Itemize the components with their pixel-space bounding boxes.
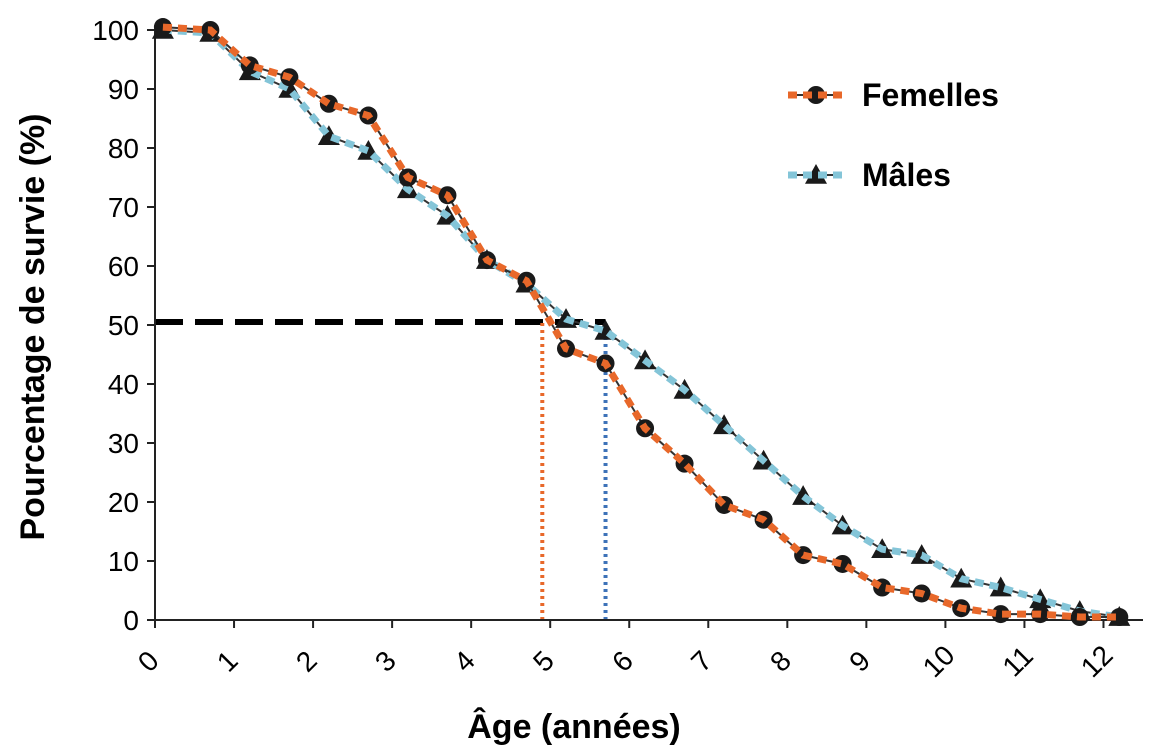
- y-ticks: 0 10 20 30 40 50 60 70 80 90 100: [92, 15, 155, 636]
- x-axis-title: Âge (années): [467, 708, 681, 746]
- x-tick-label: 4: [448, 645, 481, 678]
- legend-item: Mâles: [788, 157, 951, 193]
- x-tick-label: 9: [843, 645, 876, 678]
- x-tick-label: 7: [685, 645, 718, 678]
- x-tick-label: 2: [290, 645, 323, 678]
- series-line-dark: [162, 26, 1120, 618]
- x-tick-label: 5: [527, 645, 560, 678]
- series-line-dark: [162, 29, 1120, 618]
- y-axis-title: Pourcentage de survie (%): [14, 113, 52, 540]
- legend-marker: [807, 86, 825, 104]
- y-tick-label: 100: [92, 15, 139, 46]
- y-tick-label: 0: [123, 605, 139, 636]
- x-tick-label: 8: [764, 645, 797, 678]
- series-femelles: [153, 18, 1129, 627]
- series-line-colored: [162, 23, 1120, 621]
- y-tick-label: 60: [108, 251, 139, 282]
- data-point: [991, 605, 1010, 624]
- series-line-colored: [162, 26, 1120, 621]
- y-tick-label: 50: [108, 310, 139, 341]
- legend-item: Femelles: [788, 77, 999, 113]
- legend-label: Femelles: [862, 77, 999, 113]
- x-tick-label: 1: [211, 645, 244, 678]
- legend-marker: [805, 164, 827, 184]
- x-tick-label: 6: [606, 645, 639, 678]
- legend: Femelles Mâles: [788, 77, 999, 193]
- x-ticks: 0 1 2 3 4 5 6 7 8 9 10 11 12: [132, 620, 1119, 683]
- x-tick-label: 11: [996, 640, 1038, 682]
- legend-label: Mâles: [862, 157, 951, 193]
- series-layer: [151, 18, 1131, 627]
- y-tick-label: 40: [108, 369, 139, 400]
- x-tick-label: 3: [369, 645, 402, 678]
- y-tick-label: 70: [108, 192, 139, 223]
- y-tick-label: 90: [108, 74, 139, 105]
- axes: [154, 30, 1143, 621]
- x-tick-label: 0: [132, 645, 165, 678]
- y-tick-label: 30: [108, 428, 139, 459]
- data-point: [1110, 608, 1129, 627]
- y-tick-label: 20: [108, 487, 139, 518]
- annotations-layer: [155, 319, 608, 620]
- x-tick-label: 12: [1075, 639, 1119, 683]
- y-tick-label: 10: [108, 546, 139, 577]
- y-tick-label: 80: [108, 133, 139, 164]
- x-tick-label: 10: [917, 639, 961, 683]
